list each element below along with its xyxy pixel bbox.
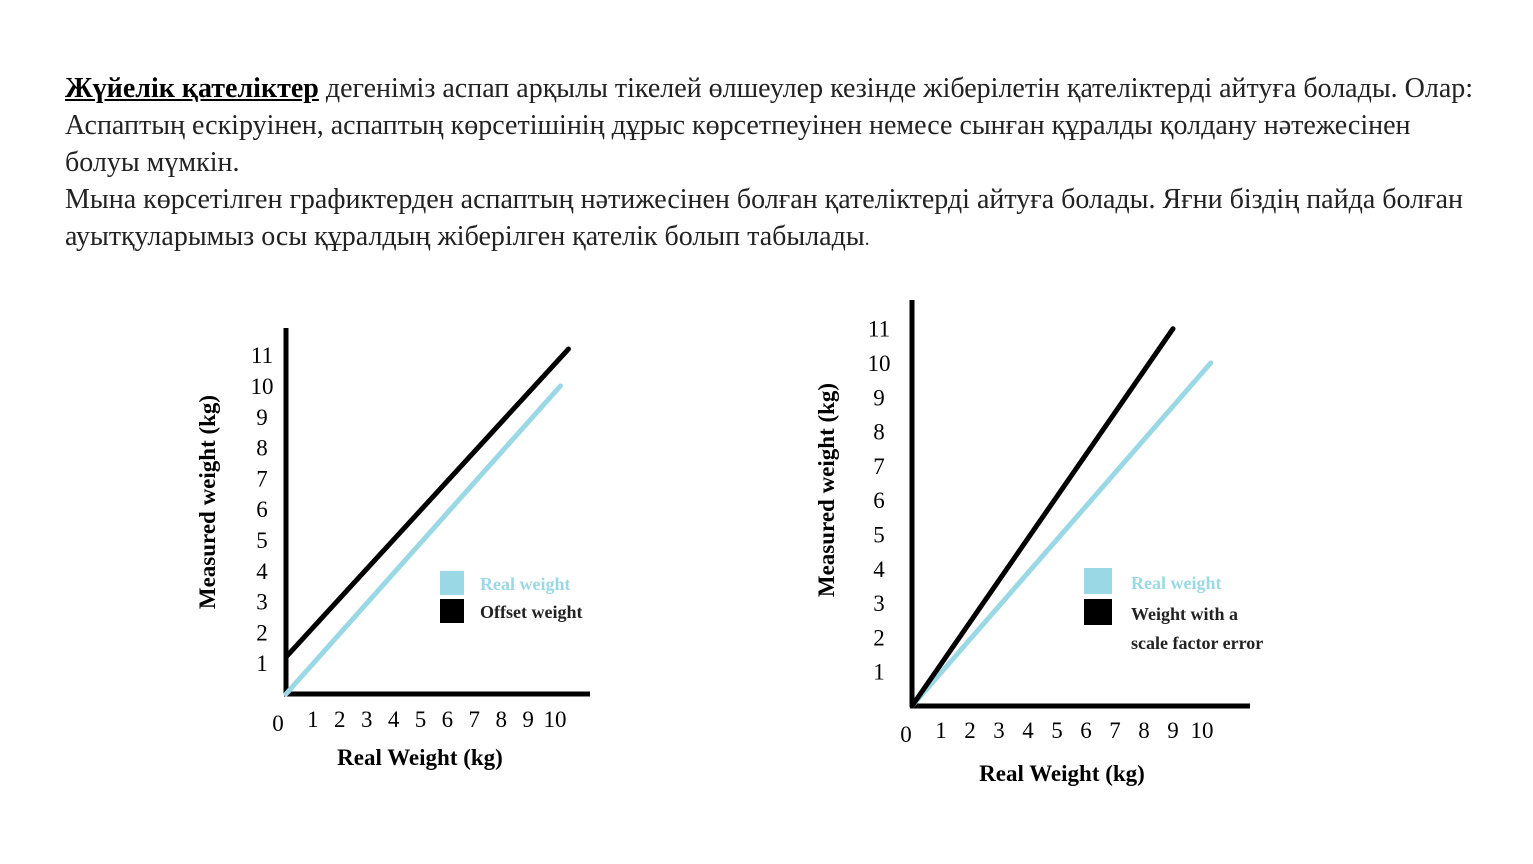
term-systematic-errors: Жүйелік қателіктер bbox=[65, 73, 319, 104]
paragraph-graphs: Мына көрсетілген графиктерден аспаптың н… bbox=[65, 181, 1485, 258]
series-line-0 bbox=[283, 383, 563, 697]
x-tick-label: 10 bbox=[1191, 718, 1214, 743]
y-tick-label: 3 bbox=[873, 591, 885, 616]
legend-label-0: Real weight bbox=[1131, 573, 1221, 593]
x-tick-label: 3 bbox=[361, 707, 373, 732]
x-tick-label: 10 bbox=[544, 707, 567, 732]
legend-label-1: Offset weight bbox=[480, 602, 582, 622]
graphs-text-end: . bbox=[864, 228, 870, 250]
x-tick-label: 6 bbox=[1080, 718, 1092, 743]
y-tick-label: 6 bbox=[873, 488, 885, 513]
legend-swatch-1 bbox=[1084, 599, 1112, 625]
y-tick-label: 5 bbox=[256, 528, 268, 553]
x-tick-label: 5 bbox=[415, 707, 427, 732]
y-tick-label: 5 bbox=[873, 523, 885, 548]
y-axis-title: Measured weight (kg) bbox=[814, 383, 839, 597]
y-tick-label: 8 bbox=[256, 436, 268, 461]
x-tick-label: 3 bbox=[993, 718, 1005, 743]
y-tick-label: 11 bbox=[868, 317, 890, 342]
definition-text: дегеніміз аспап арқылы тікелей өлшеулер … bbox=[65, 73, 1474, 178]
y-axis-title: Measured weight (kg) bbox=[195, 395, 220, 609]
y-tick-label: 6 bbox=[256, 497, 268, 522]
y-tick-label: 2 bbox=[256, 620, 268, 645]
x-tick-label: 5 bbox=[1051, 718, 1063, 743]
x-tick-label: 7 bbox=[469, 707, 481, 732]
x-axis-title: Real Weight (kg) bbox=[979, 761, 1145, 786]
x-tick-label: 8 bbox=[495, 707, 507, 732]
x-tick-label: 2 bbox=[334, 707, 346, 732]
y-tick-label: 7 bbox=[256, 466, 268, 491]
x-tick-label: 4 bbox=[388, 707, 400, 732]
y-tick-label: 10 bbox=[251, 374, 274, 399]
y-tick-label: 8 bbox=[873, 420, 885, 445]
y-tick-label: 3 bbox=[256, 590, 268, 615]
y-tick-label: 1 bbox=[256, 651, 268, 676]
y-tick-label: 4 bbox=[256, 559, 268, 584]
legend-swatch-0 bbox=[1084, 568, 1112, 594]
paragraph-definition: Жүйелік қателіктер дегеніміз аспап арқыл… bbox=[65, 70, 1485, 181]
x-tick-label: 4 bbox=[1022, 718, 1034, 743]
y-tick-label: 4 bbox=[873, 557, 885, 582]
legend-label-0: Real weight bbox=[480, 574, 570, 594]
y-tick-label: 9 bbox=[873, 385, 885, 410]
y-tick-label: 10 bbox=[868, 351, 891, 376]
legend-swatch-0 bbox=[440, 571, 464, 595]
x-tick-label: 0 bbox=[900, 722, 912, 747]
x-tick-label: 2 bbox=[964, 718, 976, 743]
graphs-text: Мына көрсетілген графиктерден аспаптың н… bbox=[65, 184, 1464, 252]
x-tick-label: 7 bbox=[1109, 718, 1121, 743]
y-tick-label: 11 bbox=[251, 343, 273, 368]
x-tick-label: 1 bbox=[935, 718, 947, 743]
series-line-0 bbox=[909, 360, 1214, 709]
y-tick-label: 9 bbox=[256, 405, 268, 430]
x-tick-label: 9 bbox=[522, 707, 534, 732]
x-tick-label: 0 bbox=[272, 711, 284, 736]
y-tick-label: 1 bbox=[873, 660, 885, 685]
legend-label-1: Weight with a scale factor error bbox=[1131, 604, 1263, 653]
x-tick-label: 6 bbox=[442, 707, 454, 732]
y-tick-label: 2 bbox=[873, 625, 885, 650]
series-line-1 bbox=[909, 326, 1176, 709]
x-tick-label: 9 bbox=[1167, 718, 1179, 743]
series-line-1 bbox=[283, 346, 571, 660]
x-tick-label: 1 bbox=[307, 707, 319, 732]
description-text: Жүйелік қателіктер дегеніміз аспап арқыл… bbox=[65, 70, 1485, 258]
y-tick-label: 7 bbox=[873, 454, 885, 479]
x-tick-label: 8 bbox=[1138, 718, 1150, 743]
legend-swatch-1 bbox=[440, 599, 464, 623]
x-axis-title: Real Weight (kg) bbox=[337, 745, 503, 770]
